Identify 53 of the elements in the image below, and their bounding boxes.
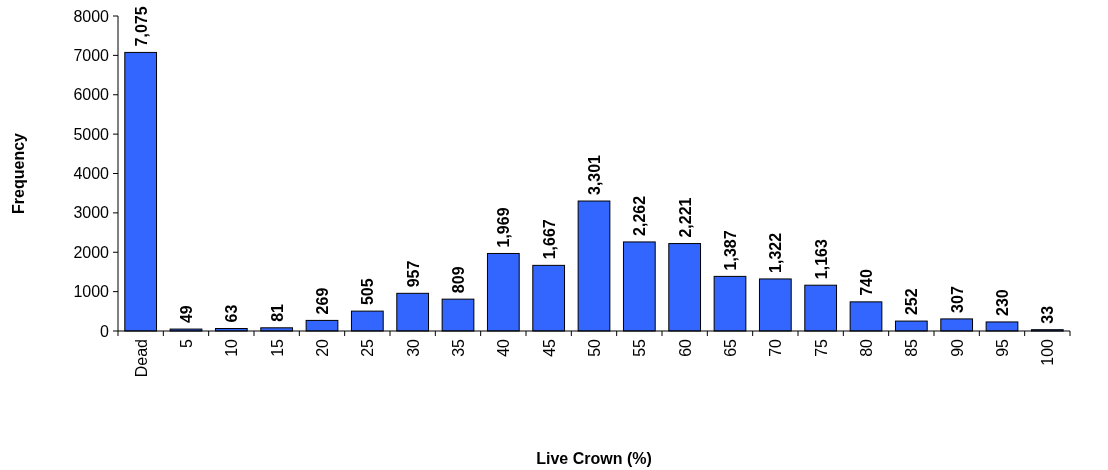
data-label: 2,221: [676, 197, 694, 238]
data-label: 81: [268, 303, 286, 322]
y-tick-label: 8000: [73, 7, 110, 25]
data-label: 230: [994, 289, 1011, 316]
x-tick-label: 85: [903, 338, 921, 357]
y-tick-label: 7000: [73, 46, 110, 64]
x-tick-label: 5: [178, 338, 195, 348]
data-label: 63: [223, 304, 241, 323]
x-tick-label: 40: [495, 338, 513, 357]
x-tick-label: 50: [586, 338, 603, 357]
x-tick-label: 35: [450, 338, 467, 357]
data-label: 7,075: [132, 6, 150, 47]
data-label: 49: [178, 305, 195, 324]
y-tick-label: 4000: [73, 165, 110, 183]
y-tick-label: 5000: [73, 125, 110, 143]
data-label: 269: [314, 287, 331, 315]
y-tick-label: 0: [100, 322, 110, 340]
data-label: 33: [1039, 305, 1057, 324]
data-label: 1,667: [540, 219, 558, 260]
y-tick-label: 1000: [73, 283, 110, 301]
data-label: 307: [948, 286, 966, 313]
x-tick-label: 95: [994, 338, 1011, 357]
x-tick-label: 80: [858, 338, 875, 357]
x-tick-label: 100: [1039, 338, 1057, 366]
x-tick-label: 20: [314, 338, 331, 357]
y-tick-label: 2000: [73, 243, 110, 261]
data-label: 809: [450, 266, 467, 294]
y-tick-label: 3000: [73, 204, 110, 222]
x-tick-label: 45: [540, 338, 558, 357]
x-axis-title: Live Crown (%): [536, 450, 652, 467]
data-label: 1,387: [722, 230, 739, 271]
x-tick-label: 30: [404, 338, 422, 357]
x-tick-label: 65: [722, 338, 739, 357]
x-tick-label: 75: [812, 338, 830, 357]
data-label: 505: [359, 278, 377, 306]
x-tick-label: 90: [948, 338, 966, 357]
y-axis-title: Frequency: [10, 132, 27, 214]
x-tick-label: 15: [268, 338, 286, 357]
x-tick-label: 70: [767, 338, 785, 357]
x-tick-label: Dead: [132, 339, 150, 378]
x-tick-label: 55: [631, 338, 649, 357]
x-tick-label: 10: [223, 338, 241, 357]
data-label: 740: [858, 269, 875, 296]
data-label: 252: [903, 288, 921, 316]
data-label: 1,322: [767, 232, 785, 273]
data-label: 1,969: [495, 207, 513, 248]
data-label: 3,301: [586, 154, 603, 196]
y-tick-label: 6000: [73, 86, 110, 104]
x-tick-label: 25: [359, 338, 377, 357]
data-label: 1,163: [812, 239, 830, 280]
data-label: 2,262: [631, 195, 649, 236]
data-label: 957: [404, 260, 422, 288]
x-tick-label: 60: [676, 338, 694, 357]
